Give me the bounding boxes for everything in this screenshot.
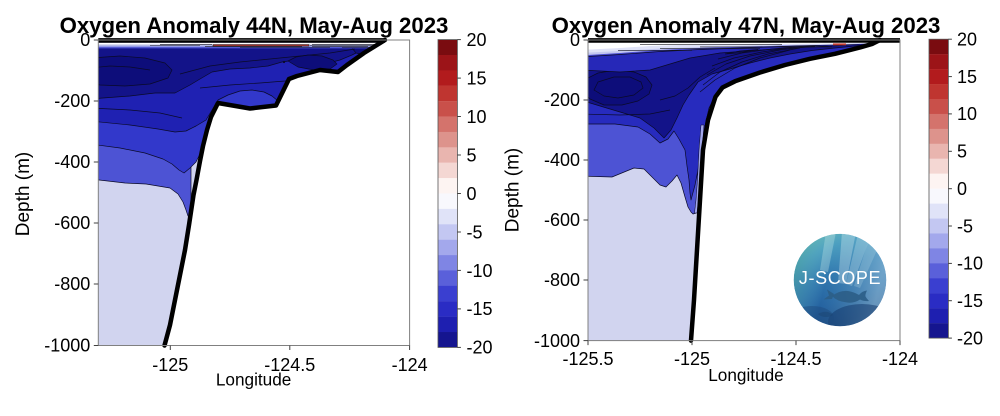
svg-text:5: 5 [957, 142, 967, 162]
svg-text:0: 0 [467, 184, 477, 204]
svg-text:-800: -800 [544, 270, 580, 290]
svg-text:15: 15 [467, 68, 487, 88]
svg-text:-15: -15 [957, 291, 983, 311]
svg-text:-400: -400 [544, 150, 580, 170]
svg-text:-600: -600 [544, 210, 580, 230]
svg-text:-5: -5 [957, 216, 973, 236]
svg-text:-1000: -1000 [44, 336, 90, 356]
svg-text:10: 10 [957, 104, 977, 124]
svg-text:-20: -20 [467, 338, 493, 358]
svg-text:0: 0 [570, 30, 580, 50]
svg-text:Longitude: Longitude [216, 370, 292, 390]
svg-text:20: 20 [957, 30, 977, 50]
svg-text:-5: -5 [467, 222, 483, 242]
svg-text:0: 0 [80, 30, 90, 50]
svg-text:-124: -124 [392, 355, 428, 375]
svg-text:-125.5: -125.5 [562, 349, 613, 369]
svg-text:-200: -200 [544, 90, 580, 110]
svg-text:Oxygen Anomaly 47N, May-Aug 20: Oxygen Anomaly 47N, May-Aug 2023 [552, 13, 941, 38]
svg-text:-400: -400 [54, 152, 90, 172]
svg-text:-800: -800 [54, 274, 90, 294]
svg-text:-125: -125 [674, 349, 710, 369]
svg-text:20: 20 [467, 30, 487, 50]
svg-text:Oxygen Anomaly 44N, May-Aug 20: Oxygen Anomaly 44N, May-Aug 2023 [60, 13, 449, 38]
svg-text:-125: -125 [152, 355, 188, 375]
svg-text:15: 15 [957, 67, 977, 87]
svg-text:J-SCOPE: J-SCOPE [799, 268, 881, 288]
svg-text:Depth (m): Depth (m) [503, 148, 524, 232]
svg-text:-124.5: -124.5 [264, 355, 315, 375]
svg-text:-10: -10 [467, 261, 493, 281]
svg-text:-200: -200 [54, 91, 90, 111]
svg-text:10: 10 [467, 107, 487, 127]
svg-text:-20: -20 [957, 328, 983, 348]
svg-text:-15: -15 [467, 299, 493, 319]
svg-text:-124: -124 [882, 349, 918, 369]
svg-text:-124.5: -124.5 [770, 349, 821, 369]
svg-text:-600: -600 [54, 213, 90, 233]
svg-text:Longitude: Longitude [708, 365, 784, 385]
svg-text:-10: -10 [957, 254, 983, 274]
svg-text:5: 5 [467, 145, 477, 165]
svg-text:Depth (m): Depth (m) [13, 152, 34, 236]
svg-text:-1000: -1000 [534, 331, 580, 351]
svg-text:0: 0 [957, 179, 967, 199]
